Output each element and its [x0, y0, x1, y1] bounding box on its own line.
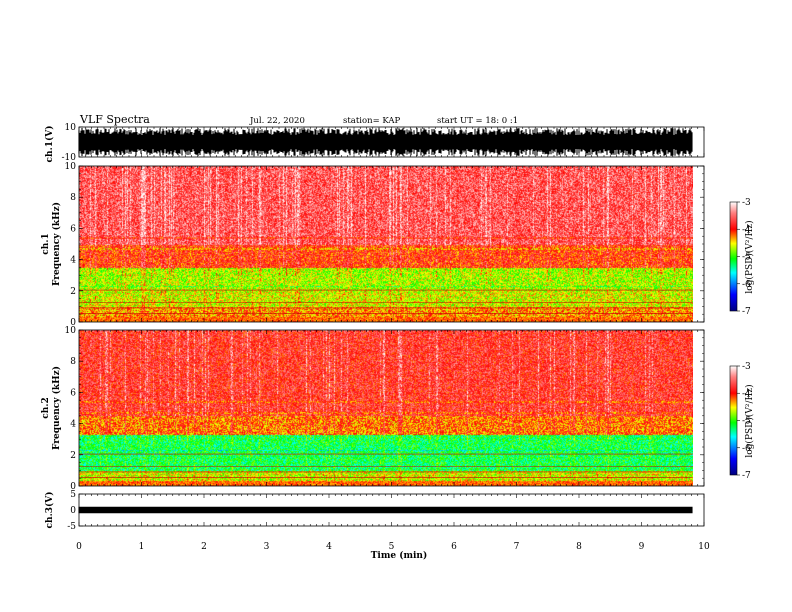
date-label: Jul. 22, 2020 — [249, 116, 305, 126]
ch2-spectrogram-panel: 0 2 4 6 8 10 — [65, 326, 705, 492]
x-tick-label: 9 — [639, 542, 645, 552]
colorbar-tick-label: -5 — [742, 417, 751, 427]
ch1-waveform-trace — [78, 128, 693, 156]
ch1-spectrogram-ytick-label: 8 — [70, 193, 76, 203]
x-tick-label: 0 — [76, 542, 82, 552]
colorbar-tick-label: -7 — [742, 307, 751, 317]
ch1-waveform-ytick-label: -10 — [62, 153, 77, 163]
ch1-spectrogram-ytick-label: 10 — [65, 162, 77, 172]
colorbar-tick-label: -3 — [742, 198, 751, 208]
time-axis: 0 1 2 3 4 5 6 7 8 9 10 — [76, 542, 710, 552]
ch3-waveform-ytick-label: -5 — [67, 522, 76, 532]
ch1-colorbar-gradient — [729, 201, 738, 312]
x-tick-label: 8 — [576, 542, 582, 552]
colorbar-tick-label: -7 — [742, 471, 751, 481]
ch1-spectrogram-ytick-label: 4 — [70, 256, 76, 266]
ch1-colorbar: -3 -4 -5 -6 -7 log(PSD)(V²/Hz) — [729, 198, 755, 317]
ch1-spectrogram-image — [79, 166, 693, 322]
start-time-label: start UT = 18: 0 :1 — [437, 116, 518, 126]
ch2-spectrogram-ylabel-line2: Frequency (kHz) — [51, 366, 62, 450]
ch2-colorbar-gradient — [729, 365, 738, 476]
ch3-waveform-panel: 5 0 -5 — [67, 490, 705, 532]
x-tick-label: 3 — [264, 542, 270, 552]
ch1-spectrogram-ytick-label: 6 — [70, 224, 76, 234]
station-label: station= KAP — [343, 116, 401, 126]
ch1-colorbar-ticks: -3 -4 -5 -6 -7 — [737, 198, 751, 317]
x-tick-label: 5 — [389, 542, 395, 552]
ch2-spectrogram-ytick-label: 8 — [70, 357, 76, 367]
colorbar-tick-label: -3 — [742, 362, 751, 372]
x-tick-label: 4 — [326, 542, 332, 552]
ch1-spectrogram-ytick-label: 2 — [70, 287, 76, 297]
ch3-waveform-trace — [78, 506, 693, 514]
colorbar-tick-label: -4 — [742, 389, 751, 399]
ch2-spectrogram-ytick-label: 0 — [70, 482, 76, 492]
ch2-spectrogram-ytick-label: 6 — [70, 388, 76, 398]
x-tick-label: 7 — [514, 542, 520, 552]
ch1-waveform-ylabel: ch.1(V) — [44, 126, 55, 163]
ch2-spectrogram-ytick-label: 10 — [65, 326, 77, 336]
colorbar-tick-label: -4 — [742, 225, 751, 235]
x-axis-label: Time (min) — [371, 550, 428, 561]
colorbar-tick-label: -6 — [742, 444, 751, 454]
ch1-spectrogram-ylabel-line1: ch.1 — [41, 233, 51, 254]
ch1-colorbar-label: log(PSD)(V²/Hz) — [744, 220, 755, 293]
ch2-spectrogram-ytick-label: 2 — [70, 451, 76, 461]
figure-title: VLF Spectra — [79, 113, 150, 126]
x-tick-label: 1 — [139, 542, 145, 552]
x-tick-label: 2 — [201, 542, 207, 552]
ch2-colorbar: -3 -4 -5 -6 -7 log(PSD)(V²/Hz) — [729, 362, 755, 481]
colorbar-tick-label: -6 — [742, 280, 751, 290]
x-tick-label: 10 — [698, 542, 710, 552]
ch2-spectrogram-ytick-label: 4 — [70, 420, 76, 430]
x-tick-label: 6 — [451, 542, 457, 552]
ch2-colorbar-label: log(PSD)(V²/Hz) — [744, 384, 755, 457]
ch1-spectrogram-ytick-label: 0 — [70, 318, 76, 328]
colorbar-tick-label: -5 — [742, 253, 751, 263]
ch2-colorbar-ticks: -3 -4 -5 -6 -7 — [737, 362, 751, 481]
ch1-waveform-panel: 10 -10 — [62, 123, 705, 163]
ch3-waveform-ytick-label: 5 — [70, 490, 76, 500]
ch1-waveform-ytick-label: 10 — [65, 123, 77, 133]
ch1-spectrogram-ylabel-line2: Frequency (kHz) — [51, 202, 62, 286]
ch2-spectrogram-image — [79, 330, 693, 486]
ch1-spectrogram-panel: 0 2 4 6 8 10 — [65, 162, 705, 328]
ch2-spectrogram-ylabel-line1: ch.2 — [41, 397, 51, 418]
ch3-waveform-ylabel: ch.3(V) — [44, 492, 55, 529]
ch3-waveform-ytick-label: 0 — [70, 506, 76, 516]
